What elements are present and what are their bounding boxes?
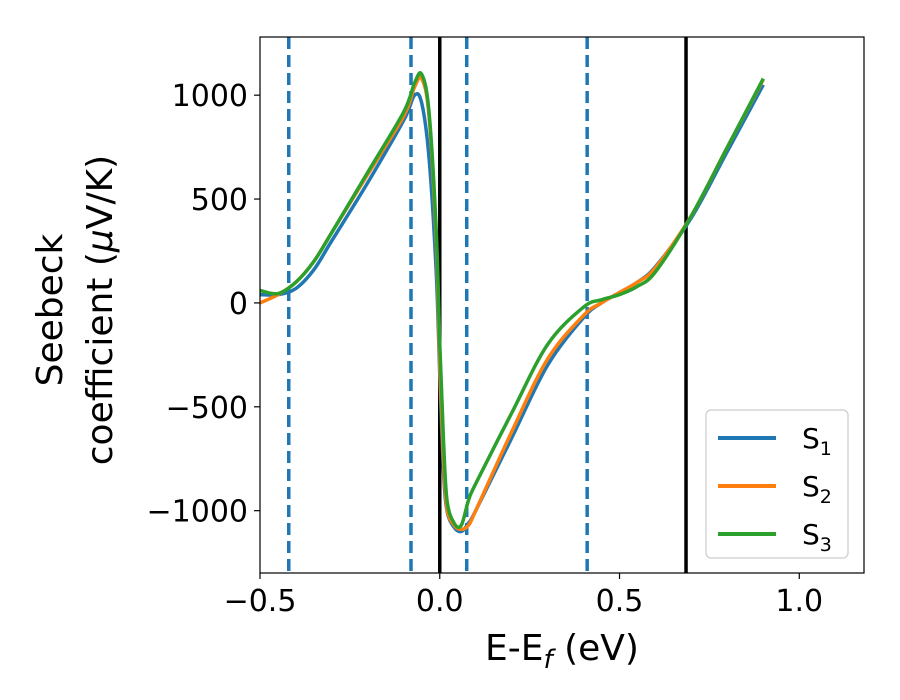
- reference-lines: [287, 37, 688, 573]
- series-lines: [260, 71, 765, 534]
- x-tick-label: −0.5: [224, 584, 297, 619]
- series-line-s2: [260, 75, 765, 532]
- x-tick-label: 0.0: [416, 584, 464, 619]
- y-axis-label-line2: coefficient (μV/K): [80, 155, 121, 465]
- legend-box: [705, 409, 849, 559]
- y-axis-ticks: −1000 −500 0 500 1000: [147, 79, 260, 530]
- series-line-s3: [260, 71, 765, 530]
- x-axis-label: E-Ef (eV): [485, 628, 639, 675]
- x-axis-label-main: E-E: [485, 628, 543, 669]
- y-axis-label-line1: Seebeck: [30, 233, 71, 386]
- plot-frame: [259, 36, 865, 574]
- series-line-s1: [260, 83, 765, 534]
- x-axis-label-unit: (eV): [553, 628, 639, 669]
- y-tick-label: 0: [229, 287, 248, 322]
- legend-label-s3: S3: [802, 518, 832, 556]
- x-tick-label: 0.5: [596, 584, 644, 619]
- y-tick-label: 1000: [172, 79, 248, 114]
- y-axis-label-mu: μ: [80, 229, 121, 253]
- y-axis-label-pre: coefficient (: [80, 252, 121, 465]
- y-tick-label: −500: [166, 391, 248, 426]
- y-tick-label: −1000: [147, 495, 248, 530]
- x-tick-label: 1.0: [775, 584, 823, 619]
- y-axis-label-post: V/K): [80, 155, 121, 229]
- legend: S1 S2 S3: [705, 409, 849, 559]
- legend-label-s2: S2: [802, 470, 832, 508]
- legend-label-s1: S1: [802, 422, 832, 460]
- x-axis-ticks: −0.5 0.0 0.5 1.0: [224, 573, 823, 619]
- y-tick-label: 500: [191, 183, 248, 218]
- y-axis-label: Seebeck coefficient (μV/K): [30, 155, 121, 465]
